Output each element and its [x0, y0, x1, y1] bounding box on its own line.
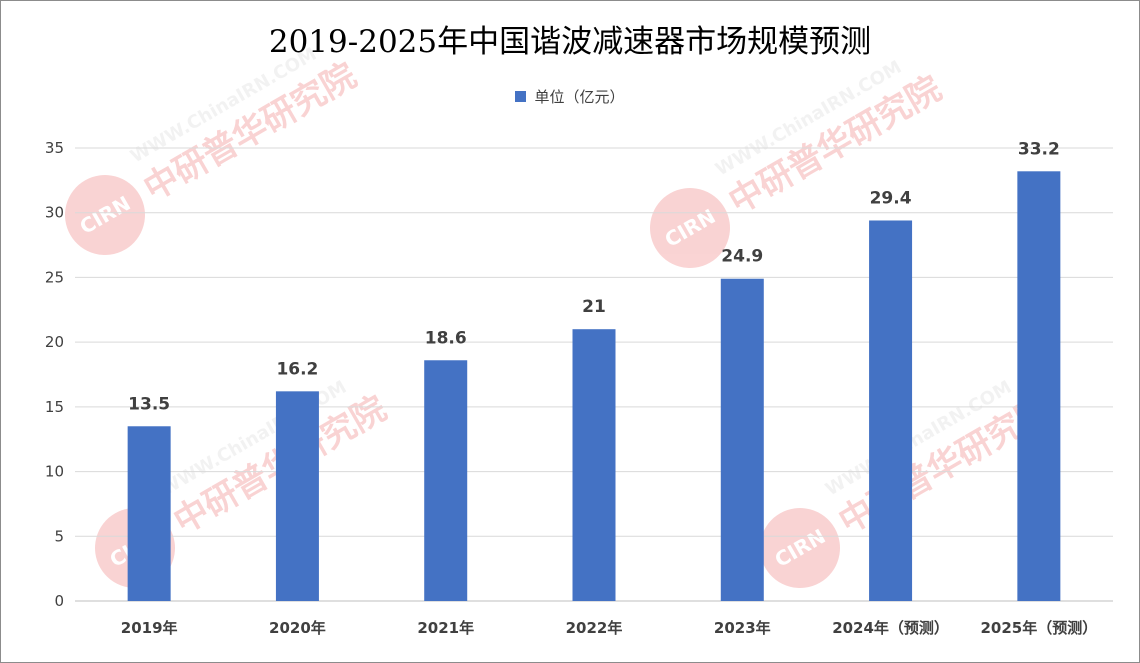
y-tick-label: 20	[45, 333, 64, 351]
x-tick-label: 2024年（预测）	[832, 619, 949, 637]
data-label: 29.4	[870, 188, 912, 208]
y-tick-label: 10	[45, 463, 64, 481]
y-tick-label: 15	[45, 398, 64, 416]
watermark-logo-circle	[760, 508, 840, 588]
y-tick-label: 30	[45, 204, 64, 222]
data-label: 24.9	[721, 247, 763, 267]
y-tick-label: 0	[54, 592, 64, 610]
bars	[127, 171, 1061, 602]
data-label: 21	[582, 297, 606, 317]
x-tick-label: 2019年	[121, 619, 178, 637]
legend: 单位（亿元）	[0, 86, 1140, 107]
legend-swatch	[515, 91, 527, 102]
y-tick-label: 5	[54, 527, 64, 545]
watermark-logo-circle	[65, 175, 145, 255]
bar	[869, 220, 913, 602]
data-label: 16.2	[276, 359, 318, 379]
y-tick-label: 25	[45, 268, 64, 286]
y-tick-label: 35	[45, 139, 64, 157]
data-label: 13.5	[128, 394, 170, 414]
x-tick-label: 2020年	[269, 619, 326, 637]
y-axis-ticks: 0 5 10 15 20 25 30 35	[45, 139, 64, 610]
bar	[424, 360, 468, 601]
bar	[1017, 171, 1061, 601]
x-tick-label: 2022年	[566, 619, 623, 637]
bar	[572, 329, 616, 601]
bar	[275, 391, 319, 601]
x-tick-label: 2023年	[714, 619, 771, 637]
x-axis-ticks: 2019年 2020年 2021年 2022年 2023年 2024年（预测） 2025年（…	[121, 619, 1097, 637]
x-tick-label: 2025年（预测）	[980, 619, 1097, 637]
data-label: 18.6	[425, 328, 467, 348]
legend-label: 单位（亿元）	[534, 88, 625, 106]
data-labels: 13.5 16.2 18.6 21 24.9 29.4 33.2	[128, 139, 1060, 414]
bar	[127, 426, 171, 601]
watermark-logo-circle	[650, 188, 730, 268]
x-tick-label: 2021年	[417, 619, 474, 637]
chart-title: 2019-2025年中国谐波减速器市场规模预测	[268, 24, 872, 60]
data-label: 33.2	[1018, 139, 1060, 159]
bar	[720, 278, 764, 601]
